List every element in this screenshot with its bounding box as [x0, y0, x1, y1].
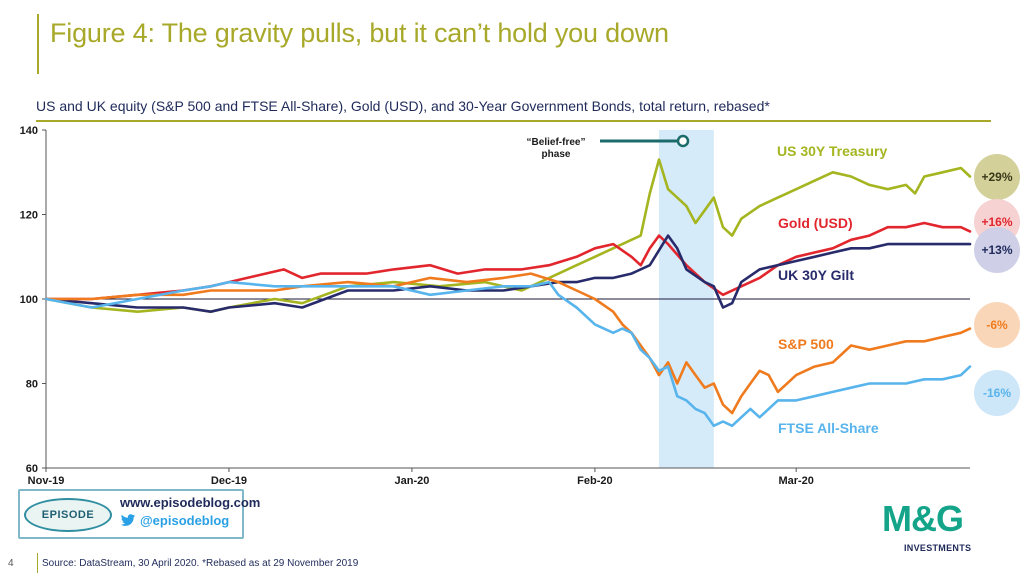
blog-url-link[interactable]: www.episodeblog.com [120, 495, 261, 510]
label-layer: US 30Y Treasury +29% Gold (USD) +16% UK 30Y … [527, 134, 1020, 436]
x-tick-label: Nov-19 [28, 475, 65, 487]
end-value-bubble [974, 227, 1020, 273]
mg-investments-logo: M&G INVESTMENTS [882, 498, 994, 558]
episode-logo: EPISODE [24, 498, 112, 532]
source-note: Source: DataStream, 30 April 2020. *Reba… [42, 558, 359, 569]
episode-blog-box[interactable]: EPISODE www.episodeblog.com @episodeblog [18, 489, 260, 539]
end-value-label: -16% [983, 386, 1011, 400]
twitter-handle: @episodeblog [140, 513, 230, 528]
chart-subtitle: US and UK equity (S&P 500 and FTSE All-S… [36, 98, 770, 114]
x-tick-label: Jan-20 [395, 475, 430, 487]
end-value-label: -6% [986, 318, 1008, 332]
phase-annotation-line1: “Belief-free” [527, 137, 586, 148]
end-value-label: +13% [981, 243, 1012, 257]
y-tick-label: 80 [26, 379, 38, 391]
series-name-label: Gold (USD) [778, 215, 853, 231]
twitter-icon [120, 514, 136, 526]
series-line [44, 234, 972, 313]
y-tick-label: 100 [20, 294, 38, 306]
end-value-label: +29% [981, 170, 1012, 184]
twitter-row[interactable]: @episodeblog [120, 513, 229, 528]
phase-annotation-line2: phase [542, 149, 571, 160]
series-line [44, 280, 972, 428]
y-tick-label: 120 [20, 210, 38, 222]
page-title: Figure 4: The gravity pulls, but it can’… [50, 18, 669, 48]
series-line [44, 272, 972, 415]
x-tick-label: Feb-20 [577, 475, 612, 487]
end-value-bubble [974, 302, 1020, 348]
episode-logo-text: EPISODE [41, 509, 95, 521]
series-line [44, 221, 972, 301]
end-value-label: +16% [981, 215, 1012, 229]
end-value-bubble [974, 154, 1020, 200]
mg-logo-subtext: INVESTMENTS [904, 543, 972, 553]
series-name-label: UK 30Y Gilt [778, 267, 854, 283]
x-tick-label: Mar-20 [778, 475, 813, 487]
mg-logo-text: M&G [882, 498, 964, 539]
end-value-bubble [974, 370, 1020, 416]
series-name-label: US 30Y Treasury [777, 143, 887, 159]
y-tick-label: 60 [26, 463, 38, 475]
page-number: 4 [8, 558, 14, 569]
y-tick-label: 140 [20, 125, 38, 137]
subtitle-divider [36, 120, 991, 122]
x-tick-label: Dec-19 [211, 475, 247, 487]
axis-layer: 60 80 100 120 140 Nov-19 Dec-19 Jan-20 Feb-20 Mar… [20, 125, 970, 487]
series-name-label: FTSE All-Share [778, 420, 879, 436]
series-line [44, 158, 972, 313]
series-layer [44, 158, 972, 428]
phase-annotation-marker [676, 134, 690, 148]
footer-accent-bar [37, 553, 38, 573]
title-accent-bar [37, 14, 39, 74]
series-name-label: S&P 500 [778, 336, 834, 352]
